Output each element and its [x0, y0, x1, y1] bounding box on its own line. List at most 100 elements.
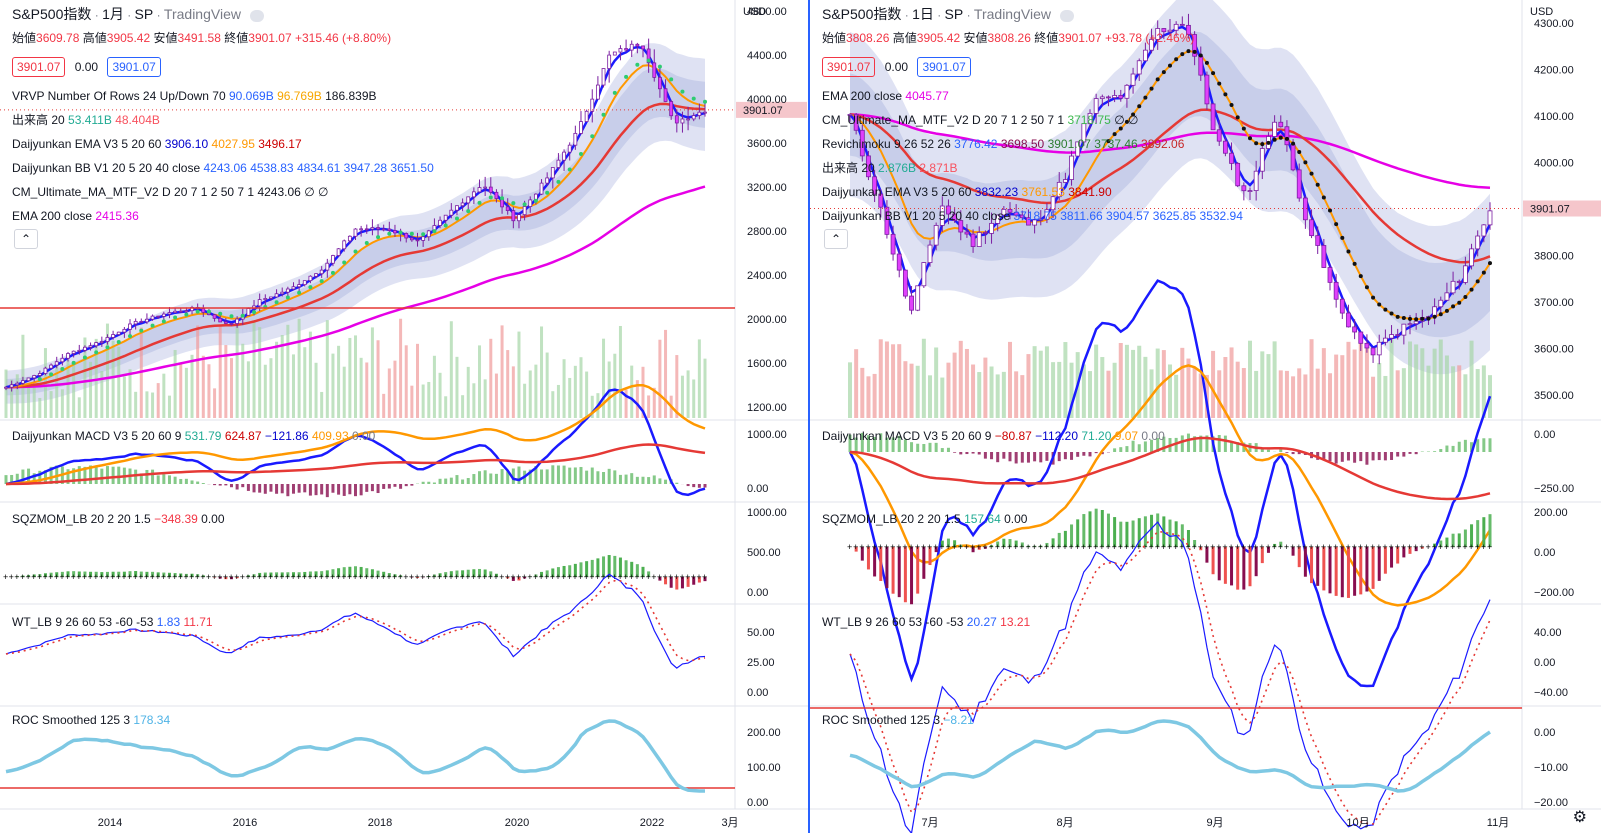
- sell-price-box[interactable]: 3901.07: [822, 57, 876, 77]
- candle-body: [269, 296, 273, 299]
- squeeze-momentum-bar: [179, 573, 183, 577]
- squeeze-dot: +: [1075, 542, 1080, 552]
- squeeze-momentum-bar: [585, 561, 589, 577]
- volume-bar: [66, 359, 70, 418]
- buy-price-box[interactable]: 3901.07: [107, 57, 161, 77]
- indicator-volume[interactable]: 出来高 20 53.411B 48.404B: [12, 113, 160, 127]
- indicator-ema-v3[interactable]: Daijyunkan EMA V3 5 20 60 3832.23 3761.5…: [822, 185, 1112, 199]
- squeeze-momentum-bar: [1125, 521, 1129, 547]
- squeeze-dot: +: [1044, 542, 1049, 552]
- cm-ma-dot: [1401, 315, 1406, 320]
- macd-histogram-bar: [354, 484, 357, 497]
- macd-histogram-bar: [4, 475, 8, 484]
- sqz-legend[interactable]: SQZMOM_LB 20 2 20 1.5 157.64 0.00: [822, 512, 1028, 526]
- squeeze-momentum-bar: [1174, 521, 1178, 547]
- wt-legend[interactable]: WT_LB 9 26 60 53 -60 -53 1.83 11.71: [12, 615, 213, 629]
- symbol-name[interactable]: S&P500指数: [822, 6, 902, 22]
- squeeze-dot: +: [110, 572, 115, 582]
- cm-ma-dot: [691, 96, 696, 101]
- macd-histogram-bar: [365, 484, 369, 492]
- macd-histogram-bar: [1180, 435, 1184, 452]
- volume-bar: [1321, 348, 1326, 418]
- interval[interactable]: 1日: [912, 6, 934, 22]
- squeeze-dot: +: [245, 572, 250, 582]
- candle-body: [1444, 292, 1450, 301]
- squeeze-momentum-bar: [483, 569, 487, 577]
- macd-histogram-bar: [879, 433, 883, 452]
- collapse-indicators-button[interactable]: ⌃: [824, 229, 848, 249]
- candle-body: [280, 291, 285, 295]
- candle-body: [88, 345, 93, 348]
- indicator-cm-ma[interactable]: CM_Ultimate_MA_MTF_V2 D 20 7 1 2 50 7 1 …: [822, 113, 1139, 127]
- collapse-legend-icon[interactable]: [250, 9, 265, 22]
- indicator-ichimoku[interactable]: Revichimoku 9 26 52 26 3776.42 3698.50 3…: [822, 137, 1185, 151]
- ema20-line: [5, 64, 706, 389]
- candle-body: [1327, 267, 1333, 283]
- wavetrend-signal-line: [5, 579, 706, 662]
- squeeze-momentum-bar: [1451, 533, 1455, 547]
- squeeze-momentum-bar: [416, 577, 420, 578]
- sell-price-box[interactable]: 3901.07: [12, 57, 66, 77]
- squeeze-dot: +: [1284, 542, 1289, 552]
- squeeze-momentum-bar: [461, 570, 465, 577]
- price-tick: 3800.00: [1534, 250, 1574, 262]
- volume-bar: [1155, 348, 1160, 418]
- candle-body: [404, 233, 409, 239]
- collapse-legend-icon[interactable]: [1060, 9, 1075, 22]
- roc-legend[interactable]: ROC Smoothed 125 3 −8.21: [822, 713, 974, 727]
- indicator-bb[interactable]: Daijyunkan BB V1 20 5 20 40 close 3718.7…: [822, 209, 1243, 223]
- interval[interactable]: 1月: [102, 6, 124, 22]
- squeeze-momentum-bar: [1476, 520, 1480, 547]
- squeeze-dot: +: [189, 572, 194, 582]
- sqz-legend[interactable]: SQZMOM_LB 20 2 20 1.5 −348.39 0.00: [12, 512, 225, 526]
- squeeze-momentum-bar: [489, 571, 493, 577]
- collapse-indicators-button[interactable]: ⌃: [14, 229, 38, 249]
- squeeze-momentum-bar: [1463, 529, 1467, 547]
- squeeze-dot: +: [178, 572, 183, 582]
- cm-ma-dot: [1149, 86, 1154, 91]
- candle-body: [466, 196, 471, 204]
- volume-bar: [909, 363, 914, 418]
- candle-body: [545, 177, 550, 184]
- time-tick: 8月: [1056, 817, 1073, 829]
- macd-histogram-bar: [89, 465, 93, 484]
- buy-price-box[interactable]: 3901.07: [917, 57, 971, 77]
- macd-histogram-bar: [1285, 452, 1289, 453]
- wt-tick: 0.00: [747, 687, 768, 699]
- squeeze-dot: +: [685, 572, 690, 582]
- indicator-bb[interactable]: Daijyunkan BB V1 20 5 20 40 close 4243.0…: [12, 161, 434, 175]
- candle-body: [94, 342, 99, 347]
- cm-ma-dot: [1180, 52, 1185, 57]
- squeeze-dot: +: [1370, 542, 1375, 552]
- candle-body: [145, 318, 149, 323]
- macd-legend[interactable]: Daijyunkan MACD V3 5 20 60 9 −80.87 −112…: [822, 429, 1165, 443]
- squeeze-dot: +: [1179, 542, 1184, 552]
- indicator-cm-ma[interactable]: CM_Ultimate_MA_MTF_V2 D 20 7 1 2 50 7 1 …: [12, 185, 329, 199]
- candle-body: [1198, 55, 1204, 76]
- indicator-ema200[interactable]: EMA 200 close 2415.36: [12, 209, 139, 223]
- squeeze-dot: +: [155, 572, 160, 582]
- cm-ma-dot: [1137, 104, 1142, 109]
- indicator-ema200[interactable]: EMA 200 close 4045.77: [822, 89, 949, 103]
- price-tick: 4000.00: [1534, 158, 1574, 170]
- symbol-name[interactable]: S&P500指数: [12, 6, 92, 22]
- macd-legend[interactable]: Daijyunkan MACD V3 5 20 60 9 531.79 624.…: [12, 429, 376, 443]
- candle-body: [455, 205, 459, 211]
- indicator-ema-v3[interactable]: Daijyunkan EMA V3 5 20 60 3906.10 4027.9…: [12, 137, 302, 151]
- settings-gear-icon[interactable]: ⚙: [1572, 809, 1587, 826]
- squeeze-momentum-bar: [990, 545, 994, 547]
- monthly-chart[interactable]: 3901.07 USD 4800.00 4400.00 4000.00 3600.00 32…: [0, 0, 808, 833]
- squeeze-dot: +: [437, 572, 442, 582]
- roc-legend[interactable]: ROC Smoothed 125 3 178.34: [12, 713, 171, 727]
- squeeze-dot: +: [313, 572, 318, 582]
- squeeze-momentum-bar: [1316, 547, 1320, 586]
- volume-bar: [658, 339, 662, 418]
- squeeze-momentum-bar: [167, 572, 171, 577]
- volume-bar: [1463, 374, 1468, 418]
- indicator-volume[interactable]: 出来高 20 2.876B 2.871B: [822, 161, 958, 175]
- indicator-vrvp[interactable]: VRVP Number Of Rows 24 Up/Down 70 90.069…: [12, 89, 377, 103]
- wt-legend[interactable]: WT_LB 9 26 60 53 -60 -53 20.27 13.21: [822, 615, 1031, 629]
- daily-chart[interactable]: 3901.07 USD 4300.00 4200.00 4100.00 4000.00 38…: [808, 0, 1601, 833]
